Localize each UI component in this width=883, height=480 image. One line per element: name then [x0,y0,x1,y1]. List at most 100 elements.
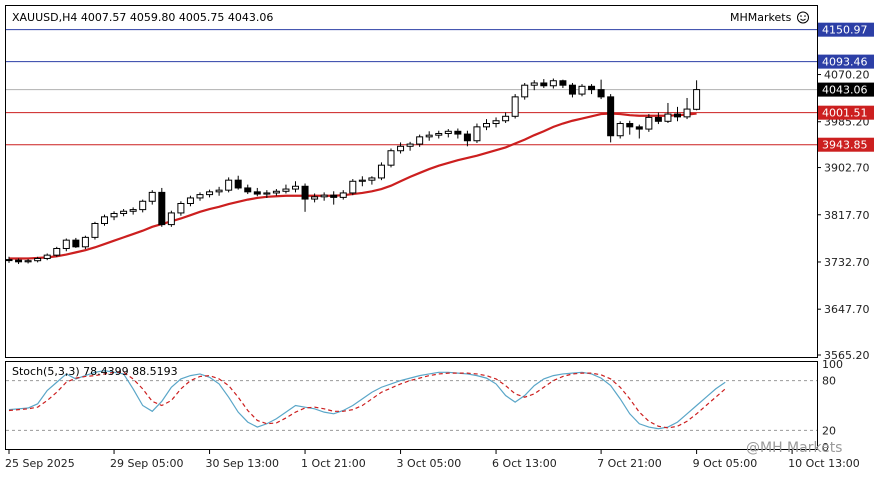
price-tick-label: 4070.20 [824,69,870,82]
candle [15,258,23,265]
candle [368,176,376,185]
level-label-bg [818,22,874,37]
candle [167,210,175,227]
candle [139,199,147,213]
time-tick-label: 1 Oct 21:00 [301,457,366,470]
level-label-bg [818,137,874,152]
candle [311,193,319,203]
stoch-lines [8,370,726,430]
stoch-tick-label: 80 [822,375,836,388]
stoch-panel-frame [5,361,818,450]
candle [654,112,662,125]
candle [626,120,634,135]
candle [81,235,89,250]
candle [635,124,643,139]
candle [473,123,481,143]
level-label: 4093.46 [822,56,868,69]
candle [387,148,395,168]
candle [511,94,519,119]
candle [72,237,80,248]
time-tick-label: 29 Sep 05:00 [110,457,183,470]
candle [693,80,701,111]
stoch-axis: 100 80 20 0 [822,358,843,454]
candle [435,130,443,139]
candle [43,253,51,261]
candle [578,84,586,97]
candle [597,79,605,100]
candle [406,141,414,151]
price-tick-label: 3732.70 [824,256,870,269]
candle [101,214,108,226]
candles-layer [5,78,701,265]
candle [158,187,166,227]
time-tick-label: 9 Oct 05:00 [693,457,758,470]
candle [549,78,557,89]
stoch-k-line [8,370,726,430]
candle [568,82,576,98]
stoch-title: Stoch(5,3,3) 78.4399 88.5193 [12,365,178,378]
main-panel-frame [5,5,818,358]
brand-logo: MHMarkets [730,11,792,24]
price-tick-label: 3565.20 [824,349,870,362]
candle [540,79,548,88]
candle [530,80,538,91]
time-axis: 25 Sep 2025 29 Sep 05:00 30 Sep 13:00 1 Oct… [5,450,860,470]
level-label-bg [818,54,874,69]
candle [330,191,338,205]
candle [91,221,99,240]
candle [349,179,357,196]
time-tick-label: 10 Oct 13:00 [788,457,860,470]
candle [292,181,299,193]
candle [272,189,280,196]
level-labels: 4150.97 4093.46 4043.06 4001.51 3943.85 [818,22,874,152]
price-tick-label: 3902.70 [824,162,870,175]
candle [263,190,271,198]
smiley-icon [797,11,809,24]
candle [483,119,490,131]
level-label: 4150.97 [822,24,868,37]
watermark: @MH Markets [746,440,842,456]
stoch-tick-label: 100 [822,358,843,371]
level-label: 4043.06 [822,84,868,97]
candle [148,190,156,205]
level-label-bg [818,82,874,97]
stoch-tick-label: 0 [822,441,829,454]
candle [559,79,567,88]
candle [425,131,433,141]
candle [645,114,653,132]
candle [129,207,137,215]
candle [177,201,185,216]
candle [34,256,42,263]
candle [196,192,204,201]
candle [206,189,214,198]
candle [234,175,242,190]
candle [377,162,385,181]
candle [282,184,290,194]
candle [454,128,462,139]
candle [110,211,118,221]
candle [502,112,510,123]
candle [339,190,347,200]
candle [53,246,61,257]
candle [674,106,681,122]
symbol-info: XAUUSD,H4 4007.57 4059.80 4005.75 4043.0… [12,11,273,24]
candle [616,121,624,139]
candle [24,259,32,264]
candle [244,184,252,195]
candle [301,183,309,212]
candle [444,129,452,138]
time-tick-label: 6 Oct 13:00 [492,457,557,470]
candle [215,186,223,196]
level-label-bg [818,105,874,120]
candle [253,187,261,197]
price-tick-label: 3817.70 [824,209,870,222]
stoch-tick-label: 20 [822,424,836,437]
time-tick-label: 7 Oct 21:00 [597,457,662,470]
candle [120,209,128,217]
candle [358,176,366,187]
candle [521,82,529,100]
candle [683,97,691,120]
candle [62,238,70,252]
candle [607,94,615,143]
time-tick-label: 25 Sep 2025 [5,457,75,470]
